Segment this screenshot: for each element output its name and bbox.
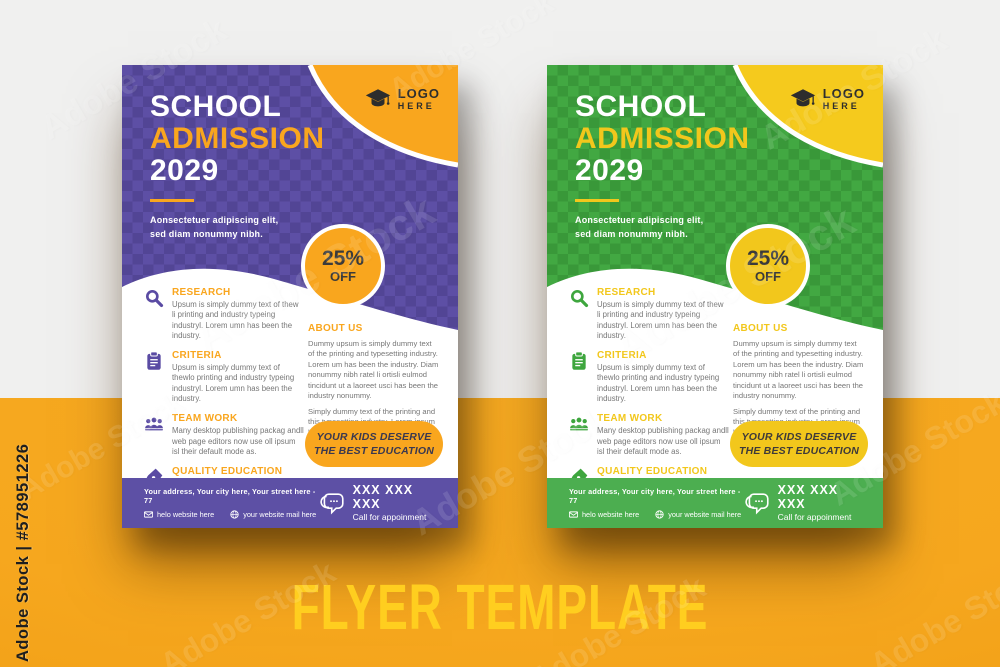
search-icon [571, 290, 589, 308]
discount-value: 25% [321, 246, 365, 270]
website-item: your website mail here [655, 510, 741, 519]
globe-icon [655, 510, 664, 519]
list-item: CRITERIA Upsum is simply dummy text of t… [144, 350, 304, 404]
feature-title: QUALITY EDUCATION [597, 466, 708, 478]
team-icon [570, 417, 588, 431]
feature-title: CRITERIA [172, 350, 222, 362]
corner-shape [307, 65, 458, 168]
cta-button: YOUR KIDS DESERVE THE BEST EDUCATION [305, 421, 443, 468]
stock-id-watermark: Adobe Stock | #578951226 [14, 443, 32, 662]
title-line-3: 2029 [575, 153, 644, 187]
team-icon [145, 417, 163, 431]
clipboard-icon [147, 351, 161, 370]
feature-text: Upsum is simply dummy text of thewlo pri… [597, 363, 720, 403]
feature-title: TEAM WORK [597, 413, 663, 425]
discount-label: OFF [755, 268, 781, 284]
about-paragraph: Dummy upsum is simply dummy text of the … [733, 339, 864, 401]
address-text: Your address, Your city here, Your stree… [569, 487, 741, 505]
flyer-headline: SCHOOL ADMISSION 2029 Aonsectetuer adipi… [575, 91, 750, 241]
clipboard-icon [572, 351, 586, 370]
title-line-1: SCHOOL [575, 90, 707, 123]
graduation-cap-icon [790, 89, 815, 107]
corner-shape [732, 65, 883, 168]
about-title: ABOUT US [733, 323, 788, 334]
accent-rule [575, 199, 619, 203]
discount-value: 25% [746, 246, 790, 270]
title-line-2: ADMISSION [150, 121, 325, 155]
phone-label: Call for appoinment [352, 511, 427, 522]
logo-subtext: HERE [397, 100, 435, 111]
logo-placeholder: LOGO HERE [790, 87, 865, 111]
about-paragraph: Dummy upsum is simply dummy text of the … [308, 339, 439, 401]
address-text: Your address, Your city here, Your stree… [144, 487, 316, 505]
about-title: ABOUT US [308, 323, 363, 334]
graduation-cap-icon [365, 89, 390, 107]
feature-title: QUALITY EDUCATION [172, 466, 283, 478]
envelope-icon [569, 511, 578, 518]
envelope-icon [144, 511, 153, 518]
phone-label: Call for appoinment [777, 511, 852, 522]
list-item: RESEARCH Upsum is simply dummy text of t… [569, 287, 729, 341]
phone-number: XXX XXX XXX [352, 483, 414, 511]
flyer-subtitle: Aonsectetuer adipiscing elit, sed diam n… [575, 215, 704, 239]
flyer-footer-bar: Your address, Your city here, Your stree… [122, 478, 458, 528]
title-line-1: SCHOOL [150, 90, 282, 123]
flyer-green: LOGO HERE SCHOOL ADMISSION 2029 Aonsecte… [547, 65, 883, 528]
feature-text: Many desktop publishing packag andll web… [597, 426, 729, 456]
accent-rule [150, 199, 194, 203]
flyer-headline: SCHOOL ADMISSION 2029 Aonsectetuer adipi… [150, 91, 325, 241]
email-item: helo website here [144, 510, 214, 519]
banner-title: FLYER TEMPLATE [291, 571, 709, 643]
list-item: TEAM WORK Many desktop publishing packag… [144, 413, 304, 457]
feature-text: Upsum is simply dummy text of thew li pr… [597, 300, 724, 340]
list-item: TEAM WORK Many desktop publishing packag… [569, 413, 729, 457]
globe-icon [230, 510, 239, 519]
discount-badge: 25% OFF [301, 224, 385, 308]
website-item: your website mail here [230, 510, 316, 519]
flyer-subtitle: Aonsectetuer adipiscing elit, sed diam n… [150, 215, 279, 239]
flyer-purple: LOGO HERE SCHOOL ADMISSION 2029 Aonsecte… [122, 65, 458, 528]
feature-text: Many desktop publishing packag andll web… [172, 426, 304, 456]
email-item: helo website here [569, 510, 639, 519]
feature-title: CRITERIA [597, 350, 647, 362]
chat-bubble-icon [320, 493, 344, 515]
phone-number: XXX XXX XXX [777, 483, 839, 511]
chat-bubble-icon [745, 493, 769, 515]
search-icon [146, 290, 164, 308]
feature-title: RESEARCH [172, 287, 231, 298]
title-line-3: 2029 [150, 153, 219, 187]
cta-button: YOUR KIDS DESERVE THE BEST EDUCATION [730, 421, 868, 468]
logo-text: LOGO [397, 86, 440, 101]
feature-title: TEAM WORK [172, 413, 238, 425]
discount-badge: 25% OFF [726, 224, 810, 308]
feature-title: RESEARCH [597, 287, 656, 298]
list-item: CRITERIA Upsum is simply dummy text of t… [569, 350, 729, 404]
logo-placeholder: LOGO HERE [365, 87, 440, 111]
flyer-footer-bar: Your address, Your city here, Your stree… [547, 478, 883, 528]
logo-subtext: HERE [822, 100, 860, 111]
header-wave-shape [122, 268, 458, 335]
list-item: RESEARCH Upsum is simply dummy text of t… [144, 287, 304, 341]
feature-text: Upsum is simply dummy text of thewlo pri… [172, 363, 295, 403]
discount-label: OFF [330, 268, 356, 284]
logo-text: LOGO [822, 86, 865, 101]
feature-text: Upsum is simply dummy text of thew li pr… [172, 300, 299, 340]
title-line-2: ADMISSION [575, 121, 750, 155]
header-wave-shape [547, 268, 883, 335]
